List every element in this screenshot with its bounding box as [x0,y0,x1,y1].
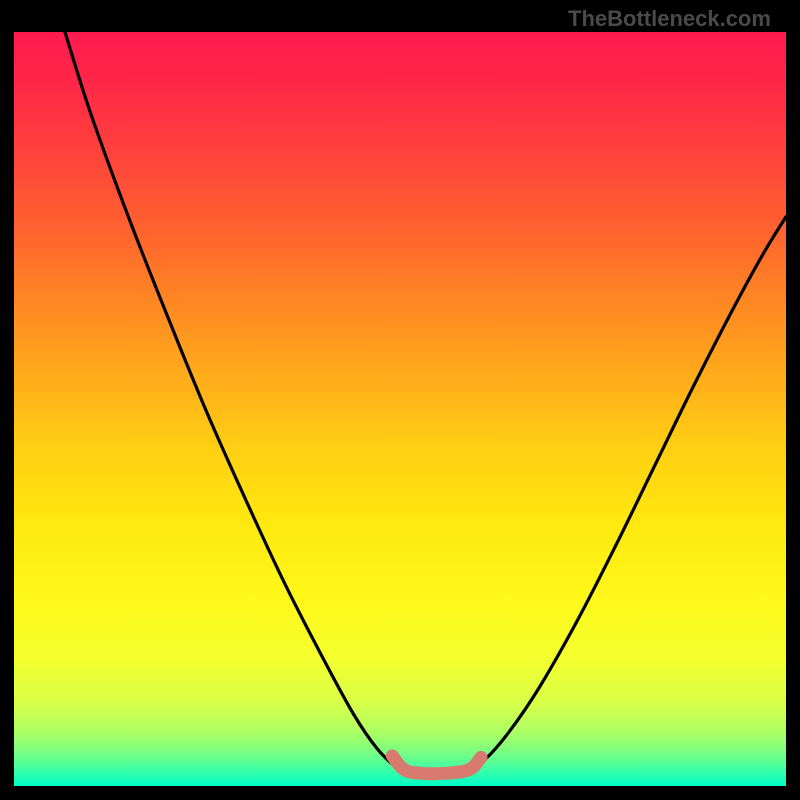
chart-svg [0,0,800,800]
attribution-text: TheBottleneck.com [568,6,771,32]
bottleneck-curve [65,32,786,776]
bottom-marker [392,756,481,774]
